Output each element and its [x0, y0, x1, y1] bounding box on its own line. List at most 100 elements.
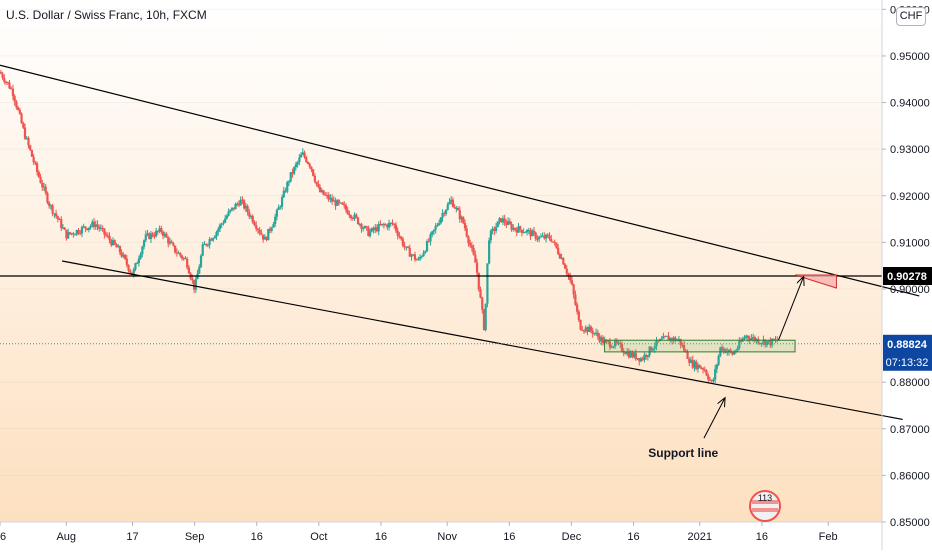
- candle-body: [115, 244, 118, 248]
- consolidation-zone[interactable]: [604, 339, 796, 353]
- current-price-text: 0.88824: [887, 339, 928, 351]
- candle-body: [486, 263, 489, 304]
- candle-body: [10, 88, 13, 90]
- candle-body: [305, 157, 308, 163]
- target-zone[interactable]: [794, 274, 837, 289]
- candle-body: [450, 199, 453, 203]
- candle-body: [456, 208, 460, 211]
- candle-body: [56, 216, 59, 219]
- candle-body: [329, 197, 332, 200]
- candle-body: [746, 335, 750, 339]
- candle-body: [161, 232, 165, 236]
- candle-body: [246, 205, 249, 213]
- candle-body: [455, 208, 458, 210]
- candle-body: [306, 162, 310, 164]
- badge-icon-group[interactable]: 113: [749, 490, 781, 522]
- y-tick-label: 0.90000: [890, 284, 930, 296]
- candle-body: [539, 236, 542, 238]
- candle-body: [444, 209, 448, 215]
- candle-body: [688, 358, 691, 363]
- candle-body: [270, 227, 273, 231]
- candle-body: [327, 195, 330, 200]
- candle-body: [593, 333, 596, 335]
- candle-body: [229, 209, 232, 212]
- candle-body: [317, 184, 320, 187]
- candle-body: [462, 217, 465, 224]
- candle-body: [422, 252, 425, 257]
- candle-body: [624, 352, 627, 355]
- x-tick-label: 2021: [688, 531, 712, 543]
- candle-body: [299, 154, 303, 158]
- y-tick-label: 0.86000: [890, 470, 930, 482]
- candle-body: [263, 236, 266, 240]
- candle-body: [538, 236, 541, 239]
- candle-body: [489, 230, 492, 241]
- candle-body: [527, 230, 530, 232]
- candle-body: [534, 232, 537, 239]
- candle-body: [377, 224, 380, 232]
- candle-body: [696, 364, 700, 369]
- candle-body: [360, 223, 363, 229]
- candle-body: [296, 162, 299, 165]
- candle-body: [210, 239, 213, 241]
- candle-body: [700, 368, 703, 370]
- candle-body: [417, 258, 420, 260]
- candle-body: [177, 252, 180, 254]
- candle-body: [274, 216, 277, 225]
- candle-body: [460, 217, 463, 220]
- candle-body: [255, 225, 258, 229]
- candle-body: [49, 205, 52, 207]
- candle-body: [498, 218, 501, 222]
- candle-body: [645, 354, 648, 357]
- candle-body: [141, 246, 144, 255]
- candle-body: [745, 335, 748, 338]
- candle-body: [769, 339, 772, 346]
- candle-body: [110, 240, 113, 246]
- candle-body: [348, 214, 351, 216]
- candle-body: [70, 233, 73, 235]
- candle-body: [187, 267, 191, 274]
- candle-body: [230, 207, 234, 210]
- x-tick-label: 16: [627, 531, 639, 543]
- candle-body: [500, 218, 503, 223]
- candle-body: [531, 230, 534, 237]
- candle-body: [99, 227, 103, 229]
- projection-arrow[interactable]: [778, 277, 803, 341]
- candle-body: [205, 243, 208, 246]
- candle-body: [3, 78, 6, 82]
- candle-body: [598, 336, 601, 342]
- candle-body: [479, 289, 482, 298]
- candle-body: [386, 224, 389, 228]
- candle-body: [672, 337, 675, 341]
- candle-body: [684, 350, 687, 352]
- candle-body: [362, 228, 365, 230]
- candle-body: [475, 262, 479, 273]
- candle-body: [643, 354, 646, 360]
- candle-body: [308, 163, 311, 167]
- candle-body: [251, 216, 254, 223]
- currency-badge[interactable]: CHF: [896, 7, 926, 26]
- lower-channel-line[interactable]: [62, 260, 903, 421]
- candle-body: [553, 242, 556, 244]
- candle-body: [272, 224, 275, 228]
- candle-body: [567, 273, 570, 276]
- candle-body: [715, 364, 718, 369]
- candle-body: [18, 109, 21, 114]
- candle-body: [117, 246, 120, 248]
- candle-body: [20, 113, 23, 124]
- candle-body: [705, 370, 708, 376]
- flag-badge-stripe: [752, 508, 778, 512]
- candle-body: [211, 238, 215, 241]
- candle-body: [758, 343, 762, 345]
- candle-body: [92, 221, 96, 227]
- upper-channel-line[interactable]: [0, 64, 920, 297]
- candle-body: [163, 233, 166, 236]
- candle-body: [708, 379, 712, 381]
- candle-body: [356, 217, 360, 224]
- candle-body: [572, 284, 575, 295]
- candle-body: [53, 213, 56, 215]
- flag-badge-icon[interactable]: [749, 490, 781, 522]
- candle-body: [144, 234, 147, 241]
